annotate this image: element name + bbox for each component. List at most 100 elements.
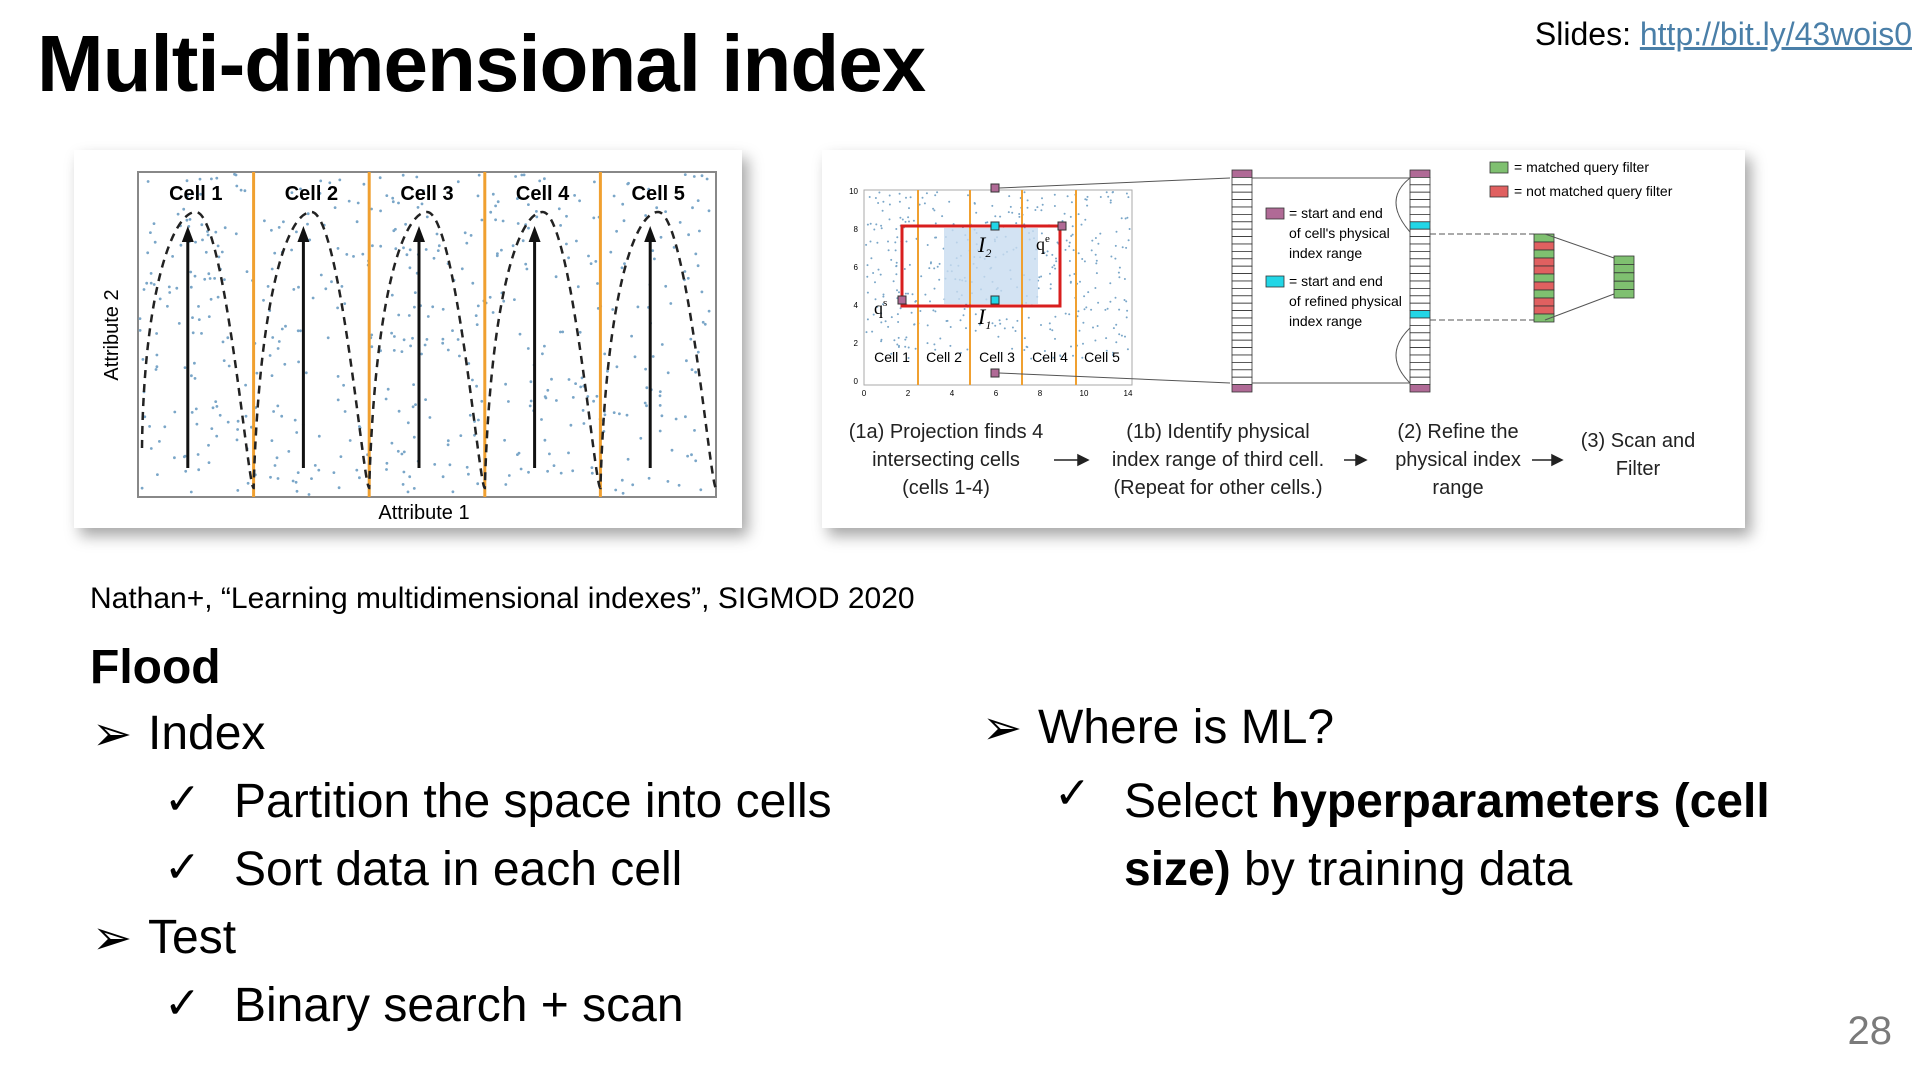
data-point: [306, 212, 310, 216]
data-point: [203, 277, 207, 281]
data-point: [1049, 283, 1052, 286]
data-point: [379, 244, 383, 248]
data-point: [392, 229, 396, 233]
data-point: [1042, 356, 1045, 359]
data-point: [1041, 203, 1044, 206]
data-point: [890, 258, 893, 261]
data-point: [571, 396, 575, 399]
data-point: [1115, 230, 1118, 233]
data-point: [674, 417, 678, 421]
data-point: [700, 290, 704, 294]
funnel-bottom: [1544, 293, 1615, 321]
data-point: [934, 194, 937, 197]
data-point: [660, 343, 664, 346]
data-point: [270, 374, 274, 377]
data-point: [186, 194, 189, 198]
data-point: [185, 179, 189, 183]
data-point: [390, 293, 394, 297]
data-point: [1040, 275, 1043, 278]
index-slot: [1409, 184, 1431, 193]
data-point: [1055, 260, 1058, 263]
cell-boundaries: [252, 172, 602, 497]
data-point: [496, 200, 500, 204]
index-slot: [1409, 191, 1431, 201]
data-point: [179, 243, 183, 247]
data-point: [887, 240, 889, 243]
data-point: [216, 244, 220, 248]
data-point: [929, 262, 932, 265]
data-point: [1056, 241, 1059, 244]
data-point: [431, 305, 435, 309]
data-point: [626, 182, 630, 186]
data-point: [191, 316, 194, 319]
data-point: [446, 439, 450, 443]
slides-url-link[interactable]: http://bit.ly/43wois0: [1639, 16, 1912, 52]
data-point: [578, 199, 581, 203]
index-slot: [1231, 176, 1253, 186]
data-point: [1041, 197, 1043, 200]
data-point: [934, 222, 937, 225]
data-point: [149, 272, 153, 275]
data-point: [1054, 267, 1057, 270]
data-point: [1064, 356, 1067, 359]
data-point: [658, 390, 662, 393]
data-point: [198, 177, 202, 181]
index-slot: [1231, 369, 1253, 378]
data-point: [1064, 312, 1067, 315]
data-point: [941, 215, 944, 218]
qe-label: qe: [1036, 233, 1050, 254]
data-point: [246, 481, 250, 485]
data-point: [326, 336, 330, 340]
step-2-line3: range: [1432, 477, 1483, 499]
index-slot: [1409, 251, 1431, 260]
index-slot: [1231, 302, 1253, 311]
data-point: [405, 253, 409, 257]
data-point: [1054, 315, 1057, 318]
legend-cell-range-2: of cell's physical: [1289, 225, 1390, 241]
data-point: [933, 267, 936, 270]
data-point: [543, 395, 547, 398]
data-point: [1059, 354, 1062, 357]
index-slot: [1231, 236, 1253, 245]
data-point: [875, 223, 878, 226]
data-point: [644, 367, 647, 371]
data-point: [342, 383, 345, 387]
data-point: [904, 220, 907, 223]
index-slot: [1409, 295, 1431, 304]
legend-not-matched-swatch: [1489, 185, 1509, 198]
data-point: [880, 224, 883, 227]
data-point: [574, 382, 577, 385]
data-point: [975, 211, 978, 214]
data-point: [866, 223, 869, 226]
data-point: [370, 207, 373, 211]
data-point: [149, 447, 153, 450]
data-point: [255, 371, 259, 375]
data-point: [913, 323, 916, 326]
data-point: [491, 311, 495, 314]
data-point: [622, 219, 626, 223]
data-point: [310, 477, 313, 480]
data-point: [406, 421, 410, 425]
data-point: [468, 413, 472, 417]
data-point: [658, 394, 662, 398]
mini-cell-label: Cell 1: [874, 349, 910, 365]
data-point: [898, 344, 900, 347]
x-tick: 14: [1124, 389, 1133, 398]
data-point: [210, 177, 213, 181]
data-point: [1053, 193, 1056, 196]
data-point: [569, 423, 573, 427]
data-point: [409, 344, 412, 348]
data-point: [948, 200, 951, 203]
data-point: [896, 343, 899, 346]
answer-bold-2: size): [1124, 843, 1231, 896]
data-point: [153, 240, 157, 244]
legend-cell-range-1: = start and end: [1289, 205, 1383, 221]
index-slot: [1231, 169, 1253, 178]
data-point: [567, 378, 571, 381]
mini-cell-labels: Cell 1 Cell 2 Cell 3 Cell 4 Cell 5: [874, 349, 1120, 365]
snake-curve: [140, 210, 718, 490]
data-point: [1052, 356, 1055, 359]
data-point: [882, 293, 885, 296]
index-slot: [1409, 347, 1431, 356]
data-point: [504, 382, 507, 386]
